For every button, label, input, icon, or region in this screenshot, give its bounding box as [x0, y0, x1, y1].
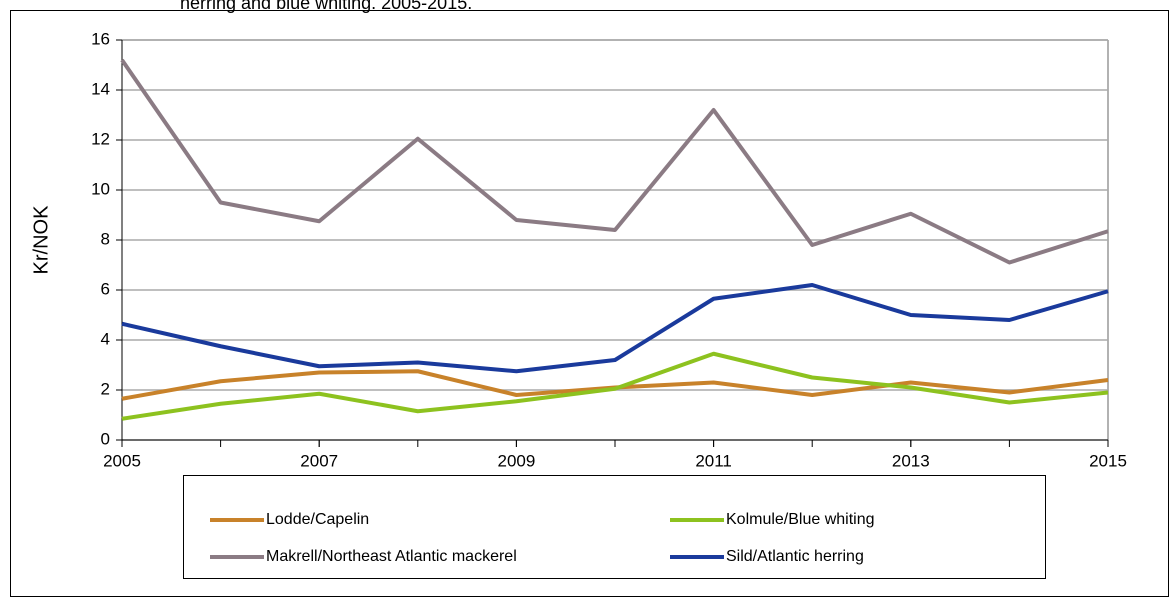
y-tick-label: 14	[91, 79, 110, 98]
x-tick-label: 2009	[497, 451, 535, 470]
x-tick-label: 2013	[892, 451, 930, 470]
y-tick-label: 12	[91, 129, 110, 148]
x-tick-label: 2011	[695, 451, 732, 470]
y-tick-label: 2	[101, 379, 110, 398]
y-tick-label: 4	[101, 329, 110, 348]
x-tick-label: 2007	[300, 451, 338, 470]
chart-border	[10, 10, 1169, 597]
legend-label: Sild/Atlantic herring	[726, 548, 864, 565]
y-tick-label: 6	[101, 279, 110, 298]
y-tick-label: 10	[91, 179, 110, 198]
y-tick-label: 16	[91, 29, 110, 48]
series-line	[121, 351, 1109, 421]
y-axis-label: Kr/NOK	[30, 205, 52, 275]
legend-box	[183, 475, 1046, 579]
legend-label: Makrell/Northeast Atlantic mackerel	[266, 548, 517, 565]
legend-label: Kolmule/Blue whiting	[726, 511, 875, 528]
legend-label: Lodde/Capelin	[266, 511, 369, 528]
series-line	[120, 58, 1109, 265]
y-tick-label: 0	[101, 429, 110, 448]
x-tick-label: 2005	[103, 451, 141, 470]
x-tick-label: 2015	[1089, 451, 1127, 470]
chart-title: herring and blue whiting. 2005-2015.	[180, 0, 472, 13]
y-tick-label: 8	[101, 229, 110, 248]
series-line	[121, 283, 1109, 374]
